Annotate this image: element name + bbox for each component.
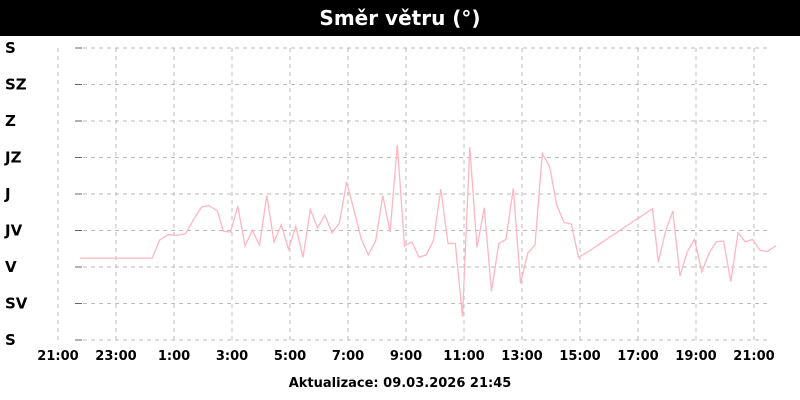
chart-grid xyxy=(57,47,770,341)
x-tick-label: 11:00 xyxy=(443,349,484,364)
x-tick-label: 15:00 xyxy=(559,349,600,364)
x-tick-label: 13:00 xyxy=(501,349,542,364)
y-tick-label: JV xyxy=(4,222,23,240)
y-tick-label: S xyxy=(5,39,16,57)
x-tick-label: 21:00 xyxy=(37,349,78,364)
x-axis-ticks: 21:00 23:00 1:00 3:00 5:00 7:00 9:00 11:00 13:00… xyxy=(37,349,774,364)
series-line xyxy=(79,144,777,317)
chart-title: Směr větru (°) xyxy=(0,0,800,36)
y-tick-label: SV xyxy=(5,295,28,313)
x-tick-label: 7:00 xyxy=(332,349,364,364)
y-tick-label: SZ xyxy=(5,76,27,94)
x-tick-label: 17:00 xyxy=(617,349,658,364)
y-tick-label: V xyxy=(5,258,17,276)
x-tick-label: 5:00 xyxy=(274,349,306,364)
y-tick-label: J xyxy=(4,185,11,203)
x-tick-label: 1:00 xyxy=(158,349,190,364)
y-tick-label: Z xyxy=(5,112,16,130)
y-tick-label: S xyxy=(5,331,16,349)
x-tick-label: 9:00 xyxy=(390,349,422,364)
x-tick-label: 21:00 xyxy=(733,349,774,364)
y-tick-label: JZ xyxy=(4,149,22,167)
x-tick-label: 23:00 xyxy=(95,349,136,364)
update-timestamp: Aktualizace: 09.03.2026 21:45 xyxy=(288,376,512,391)
x-tick-label: 3:00 xyxy=(216,349,248,364)
y-axis-ticks: S SZ Z JZ J JV V SV S xyxy=(4,39,28,349)
x-tick-label: 19:00 xyxy=(675,349,716,364)
